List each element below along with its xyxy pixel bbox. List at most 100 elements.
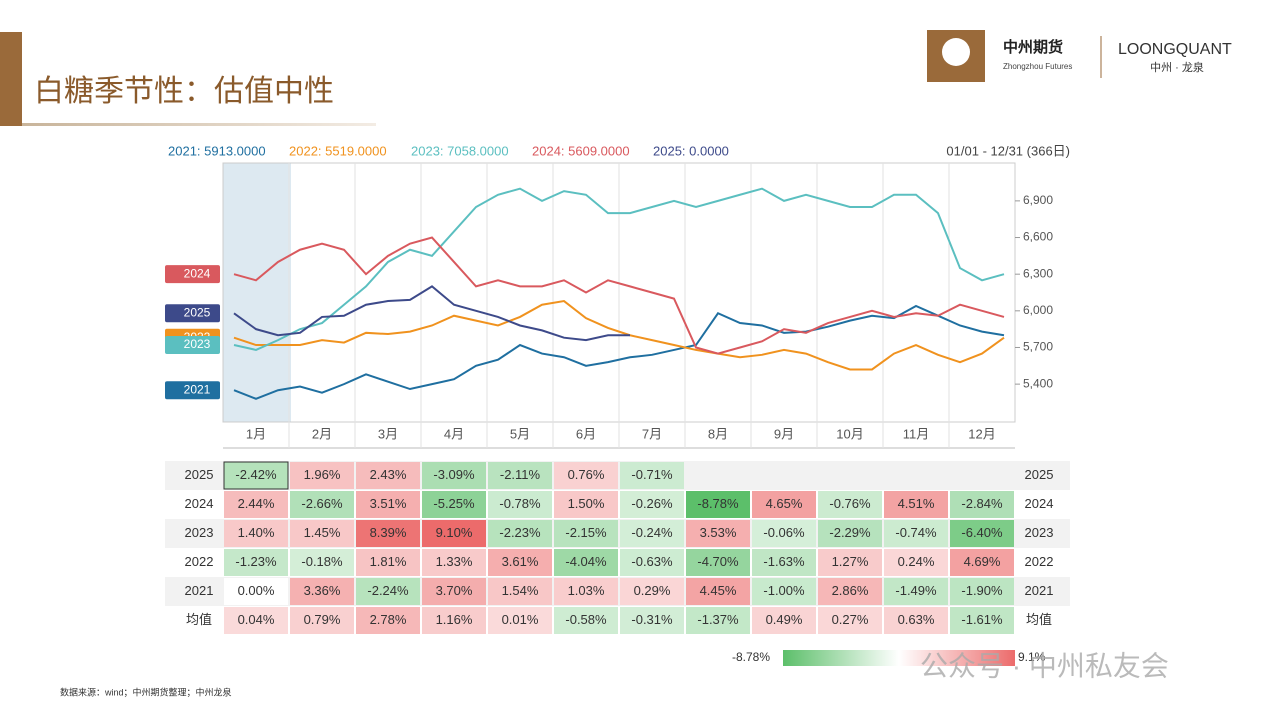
x-tick-label: 9月 (774, 426, 794, 441)
scale-bar (783, 650, 1015, 666)
highlight-band (223, 163, 291, 422)
heat-cell (686, 607, 750, 634)
heat-cell (224, 462, 288, 489)
cell-value: 0.63% (898, 612, 935, 627)
row-label: 2024 (185, 496, 214, 511)
y-tick-label: 6,900 (1023, 193, 1053, 207)
cell-value: 1.50% (568, 496, 605, 511)
x-tick-label: 6月 (576, 426, 596, 441)
heat-cell (488, 607, 552, 634)
heat-cell (422, 520, 486, 547)
row-label: 均值 (186, 612, 212, 627)
cell-value: 0.27% (832, 612, 869, 627)
cell-value: -0.78% (499, 496, 541, 511)
cell-value: 4.45% (700, 583, 737, 598)
legend-entry: 2023: 7058.0000 (411, 143, 509, 158)
heat-cell (620, 462, 684, 489)
cell-value: -0.58% (565, 612, 607, 627)
cell-value: -0.63% (631, 554, 673, 569)
x-tick-label: 10月 (836, 426, 863, 441)
legend-entry: 2022: 5519.0000 (289, 143, 387, 158)
series-tag (165, 336, 220, 355)
series-tag-label: 2024 (184, 266, 211, 280)
y-tick-label: 5,700 (1023, 340, 1053, 354)
heat-cell (818, 549, 882, 576)
title-underline (22, 123, 376, 126)
cell-value: 1.54% (502, 583, 539, 598)
heat-cell (356, 462, 420, 489)
range-label: 01/01 - 12/31 (366日) (946, 143, 1070, 158)
cell-value: 0.79% (304, 612, 341, 627)
heat-cell (884, 520, 948, 547)
cell-value: -1.90% (961, 583, 1003, 598)
heat-cell (488, 520, 552, 547)
cell-value: 4.69% (964, 554, 1001, 569)
cell-value: 3.61% (502, 554, 539, 569)
page-title: 白糖季节性：估值中性 (34, 75, 334, 108)
cell-value: 1.45% (304, 525, 341, 540)
cell-value: 0.49% (766, 612, 803, 627)
cell-selected (223, 461, 289, 490)
scale-max: 9.1% (1018, 650, 1046, 664)
heat-cell (554, 462, 618, 489)
series-tag (165, 381, 220, 400)
heat-cell (818, 578, 882, 605)
series-tag (165, 265, 220, 284)
cell-value: 0.00% (238, 583, 275, 598)
heat-cell (554, 607, 618, 634)
legend-entry: 2025: 0.0000 (653, 143, 729, 158)
heat-cell (950, 520, 1014, 547)
heat-cell (488, 578, 552, 605)
cell-value: -5.25% (433, 496, 475, 511)
source-note: 数据来源：wind；中州期货整理；中州龙泉 (60, 686, 232, 697)
heat-cell (554, 549, 618, 576)
heat-cell (290, 607, 354, 634)
heat-cell (686, 520, 750, 547)
heat-cell (290, 462, 354, 489)
row-label-right: 2021 (1025, 583, 1054, 598)
heat-cell (686, 578, 750, 605)
cell-value: -0.26% (631, 496, 673, 511)
heat-cell (620, 607, 684, 634)
heat-cell (224, 578, 288, 605)
cell-value: 1.03% (568, 583, 605, 598)
cell-value: -1.00% (763, 583, 805, 598)
brand: LOONGQUANT (1118, 41, 1232, 58)
heat-cell (950, 549, 1014, 576)
cell-value: 1.33% (436, 554, 473, 569)
heat-cell (554, 520, 618, 547)
legend-entry: 2024: 5609.0000 (532, 143, 630, 158)
cell-value: -2.11% (500, 467, 541, 482)
heat-cell (422, 578, 486, 605)
heat-cell (224, 520, 288, 547)
heat-cell (290, 520, 354, 547)
heat-cell (620, 520, 684, 547)
cell-value: 3.53% (700, 525, 737, 540)
y-tick-label: 6,600 (1023, 230, 1053, 244)
title-bar (0, 32, 22, 126)
series-tag-label: 2025 (184, 305, 211, 319)
heat-cell (884, 578, 948, 605)
y-tick-label: 6,000 (1023, 303, 1053, 317)
x-tick-label: 4月 (444, 426, 464, 441)
heat-cell (356, 549, 420, 576)
heat-cell (818, 491, 882, 518)
cell-value: 2.78% (370, 612, 407, 627)
heat-cell (224, 607, 288, 634)
cell-value: 4.65% (766, 496, 803, 511)
heat-cell (818, 520, 882, 547)
series-tag (165, 304, 220, 323)
heat-cell (950, 607, 1014, 634)
heat-cell (620, 491, 684, 518)
series-line (233, 299, 1005, 371)
heat-cell (620, 549, 684, 576)
row-label: 2022 (185, 554, 214, 569)
row-label: 2021 (185, 583, 214, 598)
cell-value: 3.36% (304, 583, 341, 598)
cell-value: -1.63% (763, 554, 805, 569)
cell-value: -1.23% (235, 554, 277, 569)
y-tick-label: 5,400 (1023, 376, 1053, 390)
x-tick-label: 11月 (903, 426, 930, 441)
heat-cell (884, 549, 948, 576)
cell-value: -2.24% (367, 583, 409, 598)
